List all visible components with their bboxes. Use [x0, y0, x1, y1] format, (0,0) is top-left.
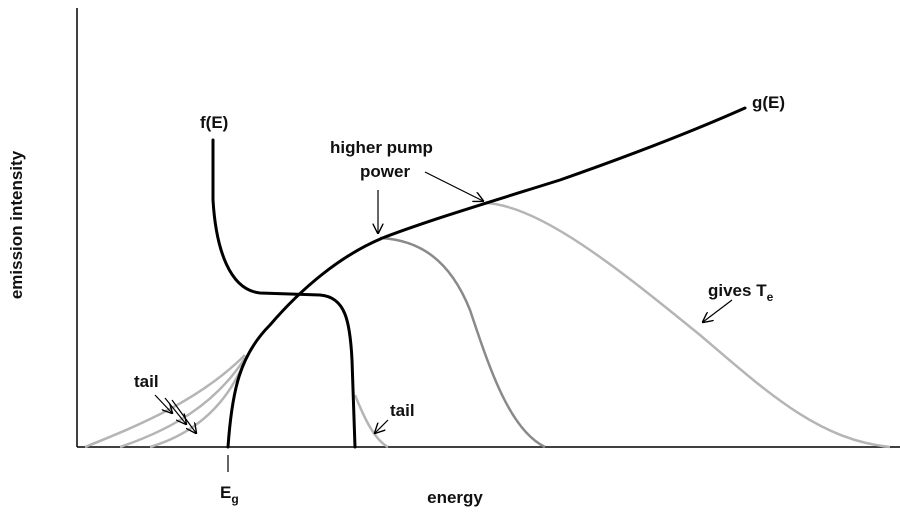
- tail-curve: [353, 394, 389, 449]
- label-subscript: g: [231, 492, 238, 506]
- y-axis-label: emission intensity: [7, 150, 26, 299]
- label-subscript: e: [767, 290, 774, 304]
- label-text: E: [220, 483, 231, 502]
- emission-curve: [379, 236, 546, 449]
- arrow: [375, 419, 389, 433]
- f-curve: [211, 138, 357, 449]
- arrow: [154, 394, 172, 413]
- annotation: gives Te: [708, 281, 774, 304]
- annotation: power: [360, 162, 410, 181]
- tail-curve: [119, 357, 247, 449]
- annotation: higher pump: [330, 138, 433, 157]
- curve-label: g(E): [752, 93, 785, 112]
- arrow: [171, 399, 196, 433]
- arrow: [164, 397, 186, 424]
- label-text: gives T: [708, 281, 767, 300]
- annotation: Eg: [220, 483, 239, 506]
- g-curve: [226, 106, 747, 449]
- x-axis-label: energy: [427, 488, 483, 507]
- annotation: tail: [390, 401, 415, 420]
- emission-curve: [484, 201, 891, 449]
- tail-curve: [149, 359, 247, 449]
- annotation: tail: [134, 372, 159, 391]
- curve-label: f(E): [200, 113, 228, 132]
- arrow: [703, 299, 733, 322]
- arrow: [424, 171, 483, 201]
